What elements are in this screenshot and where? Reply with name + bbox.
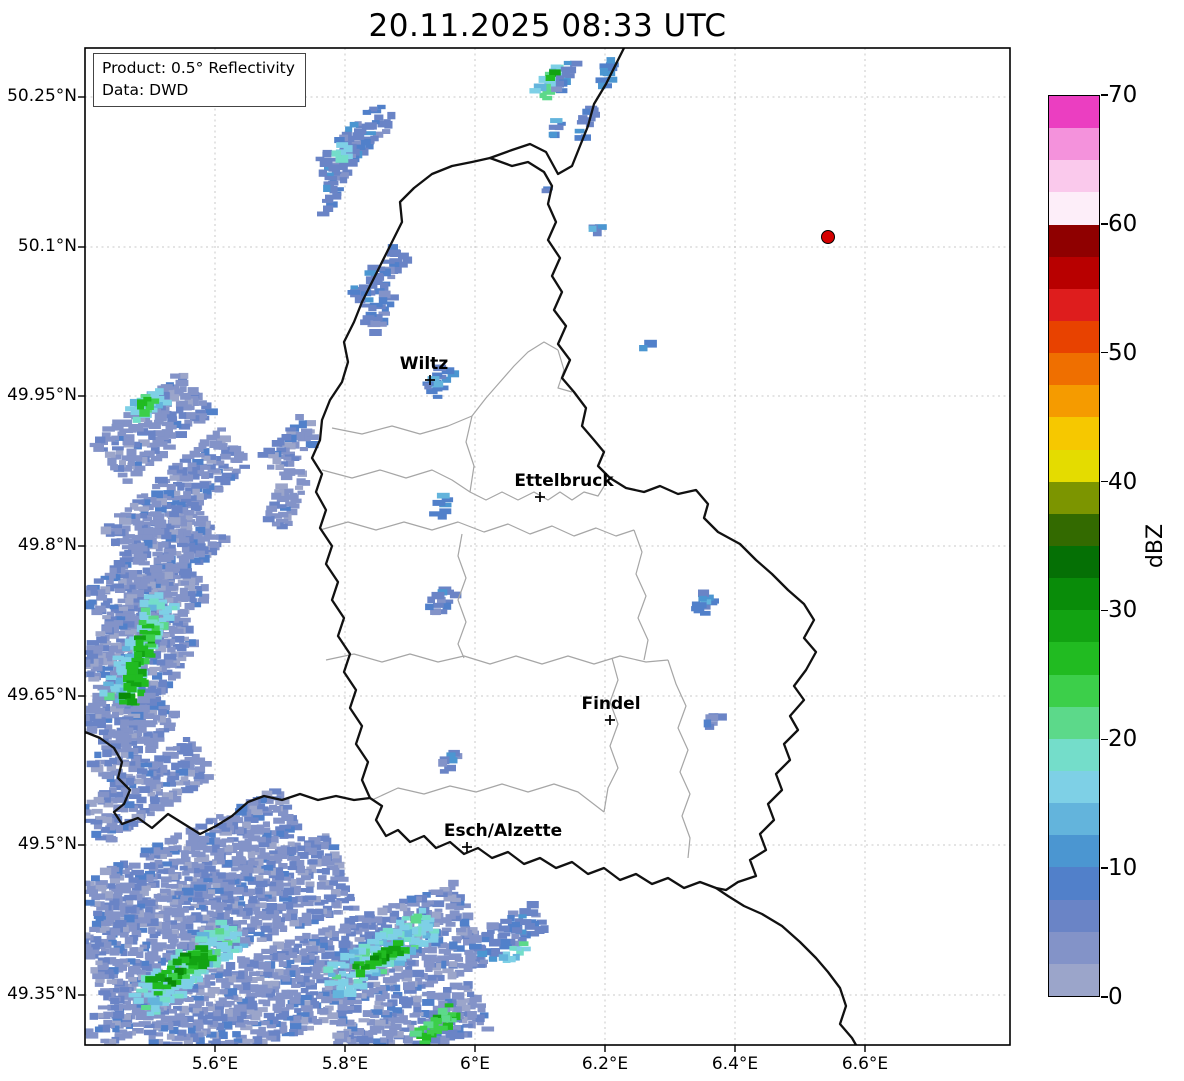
data-source-label: Data: DWD <box>102 81 189 99</box>
colorbar-tick-mark <box>1101 996 1108 998</box>
lon-tick-label: 6.2°E <box>581 1054 629 1074</box>
colorbar-band <box>1049 449 1099 482</box>
colorbar-band <box>1049 899 1099 932</box>
city-marker: Esch/Alzette <box>444 821 562 852</box>
colorbar-band <box>1049 578 1099 611</box>
city-label: Wiltz <box>400 354 449 374</box>
colorbar-band <box>1049 674 1099 707</box>
colorbar-band <box>1049 192 1099 225</box>
colorbar-tick-mark <box>1101 94 1108 96</box>
colorbar-band <box>1049 128 1099 161</box>
lon-tick-label: 5.8°E <box>321 1054 369 1074</box>
lon-tick-label: 6.6°E <box>841 1054 889 1074</box>
lat-tick-label: 49.65°N <box>7 685 77 705</box>
info-box: Product: 0.5° Reflectivity Data: DWD <box>93 53 306 107</box>
colorbar-band <box>1049 706 1099 739</box>
colorbar-tick-label: 40 <box>1108 468 1138 495</box>
district-border-layer <box>319 341 691 859</box>
colorbar-tick-mark <box>1101 223 1108 225</box>
lat-tick-label: 50.1°N <box>17 236 77 256</box>
colorbar-tick-label: 20 <box>1108 726 1138 753</box>
city-label: Ettelbruck <box>514 471 614 491</box>
colorbar-tick-mark <box>1101 867 1108 869</box>
city-marker-layer: Wiltz Ettelbruck Findel Esch/Alzette <box>400 354 641 852</box>
colorbar-band <box>1049 545 1099 579</box>
radar-site-marker <box>821 230 835 244</box>
colorbar-band <box>1049 513 1099 546</box>
lat-tick-label: 49.5°N <box>17 834 77 854</box>
colorbar-band <box>1049 835 1099 868</box>
colorbar-tick-mark <box>1101 738 1108 741</box>
lat-tick-label: 49.8°N <box>17 535 77 555</box>
colorbar-band <box>1049 738 1099 771</box>
lon-tick-label: 6.4°E <box>711 1054 759 1074</box>
lat-tick-label: 50.25°N <box>7 86 77 106</box>
colorbar-band <box>1049 931 1099 964</box>
colorbar-tick-label: 60 <box>1108 210 1138 237</box>
colorbar-band <box>1049 867 1099 900</box>
city-marker: Findel <box>581 694 641 725</box>
city-label: Esch/Alzette <box>444 821 562 841</box>
colorbar-band <box>1049 770 1099 804</box>
colorbar-tick-mark <box>1101 351 1108 354</box>
lon-tick-label: 5.6°E <box>191 1054 239 1074</box>
plot-frame <box>84 47 1011 1046</box>
colorbar-tick-label: 0 <box>1108 984 1123 1010</box>
colorbar-band <box>1049 610 1099 643</box>
colorbar-tick-mark <box>1101 480 1108 483</box>
product-label: Product: 0.5° Reflectivity <box>102 59 295 77</box>
city-marker: Wiltz <box>400 354 449 385</box>
colorbar-band <box>1049 96 1099 129</box>
colorbar-band <box>1049 224 1099 257</box>
lat-tick-label: 49.35°N <box>7 984 77 1004</box>
colorbar-band <box>1049 642 1099 675</box>
colorbar-band <box>1049 803 1099 836</box>
colorbar-tick-label: 70 <box>1108 82 1138 108</box>
colorbar-tick-label: 50 <box>1108 339 1138 366</box>
colorbar-band <box>1049 320 1099 354</box>
colorbar-band <box>1049 481 1099 514</box>
colorbar-band <box>1049 417 1099 450</box>
colorbar-band <box>1049 288 1099 321</box>
colorbar-band <box>1049 160 1099 193</box>
lon-tick-label: 6°E <box>459 1054 491 1074</box>
figure-title: 20.11.2025 08:33 UTC <box>368 8 727 44</box>
lat-tick-label: 49.95°N <box>7 385 77 405</box>
colorbar-band <box>1049 385 1099 418</box>
colorbar-band <box>1049 963 1099 996</box>
colorbar <box>1048 95 1100 997</box>
city-marker: Ettelbruck <box>514 471 614 502</box>
country-border-layer <box>85 48 858 1045</box>
colorbar-band <box>1049 256 1099 289</box>
axis-tick-marks <box>78 96 866 1052</box>
colorbar-tick-label: 10 <box>1108 855 1138 882</box>
colorbar-unit-label: dBZ <box>1143 523 1168 569</box>
colorbar-tick-label: 30 <box>1108 597 1138 624</box>
radar-echo-layer <box>85 57 727 1045</box>
city-label: Findel <box>581 694 640 714</box>
colorbar-tick-mark <box>1101 609 1108 612</box>
colorbar-band <box>1049 353 1099 386</box>
